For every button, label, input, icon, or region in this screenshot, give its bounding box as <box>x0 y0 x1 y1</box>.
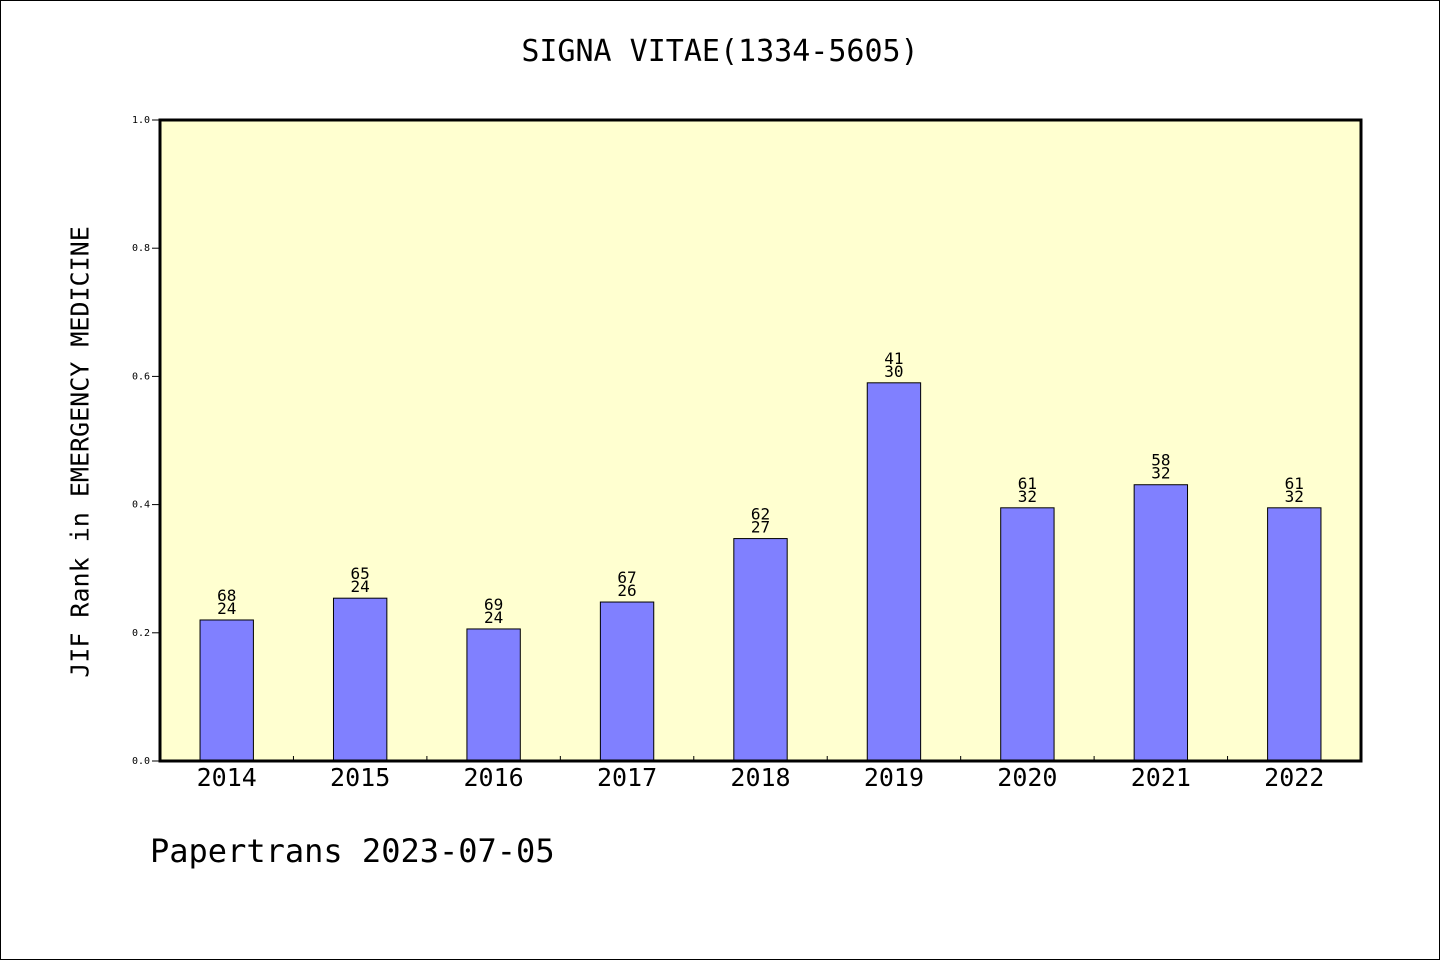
x-tick-label: 2016 <box>464 763 524 792</box>
data-label-total: 58 <box>1151 451 1170 470</box>
data-label-rank: 32 <box>1285 487 1304 506</box>
y-tick-label: 0.2 <box>132 628 150 639</box>
x-tick-label: 2022 <box>1264 763 1324 792</box>
bar <box>599 601 655 762</box>
data-label-rank: 24 <box>484 608 503 627</box>
bar <box>1000 507 1055 762</box>
x-tick-label: 2017 <box>597 763 657 792</box>
x-tick-label: 2021 <box>1131 763 1191 792</box>
data-label-rank: 24 <box>351 577 370 596</box>
data-label-rank: 24 <box>217 599 236 618</box>
y-tick-label: 0.8 <box>132 243 150 254</box>
x-tick-label: 2020 <box>997 763 1057 792</box>
y-tick-label: 1.0 <box>132 115 150 126</box>
bar <box>466 628 521 762</box>
data-label-total: 61 <box>1018 474 1037 493</box>
data-label-total: 67 <box>617 568 636 587</box>
data-label-rank: 32 <box>1018 487 1037 506</box>
y-tick-label: 0.0 <box>132 756 150 767</box>
data-label-rank: 27 <box>751 518 770 537</box>
data-label-total: 41 <box>884 349 903 368</box>
bar <box>733 538 788 762</box>
data-label-rank: 30 <box>884 362 903 381</box>
bar <box>866 382 922 762</box>
data-label-rank: 32 <box>1151 464 1170 483</box>
bar <box>199 619 254 762</box>
y-tick-label: 0.4 <box>132 500 150 511</box>
y-axis-ticks: 0.0 0.2 0.4 0.6 0.8 1.0 <box>132 115 160 767</box>
bar <box>1133 484 1189 762</box>
bar <box>1267 507 1322 762</box>
data-label-total: 62 <box>751 505 770 524</box>
x-tick-label: 2018 <box>730 763 790 792</box>
footer-credit: Papertrans 2023-07-05 <box>150 832 555 870</box>
y-tick-label: 0.6 <box>132 371 150 382</box>
data-label-total: 68 <box>217 586 236 605</box>
bars <box>199 382 1322 762</box>
data-label-rank: 26 <box>617 581 636 600</box>
data-label-total: 61 <box>1285 474 1304 493</box>
x-tick-label: 2014 <box>197 763 257 792</box>
bar <box>332 597 388 762</box>
data-label-total: 65 <box>351 564 370 583</box>
plot-border <box>158 118 1363 763</box>
data-label-total: 69 <box>484 595 503 614</box>
x-axis-ticks: 2014 2015 2016 2017 2018 2019 2020 2021 2022 <box>197 756 1324 792</box>
chart-title: SIGNA VITAE(1334-5605) <box>521 34 919 69</box>
x-tick-label: 2015 <box>330 763 390 792</box>
x-tick-label: 2019 <box>864 763 924 792</box>
